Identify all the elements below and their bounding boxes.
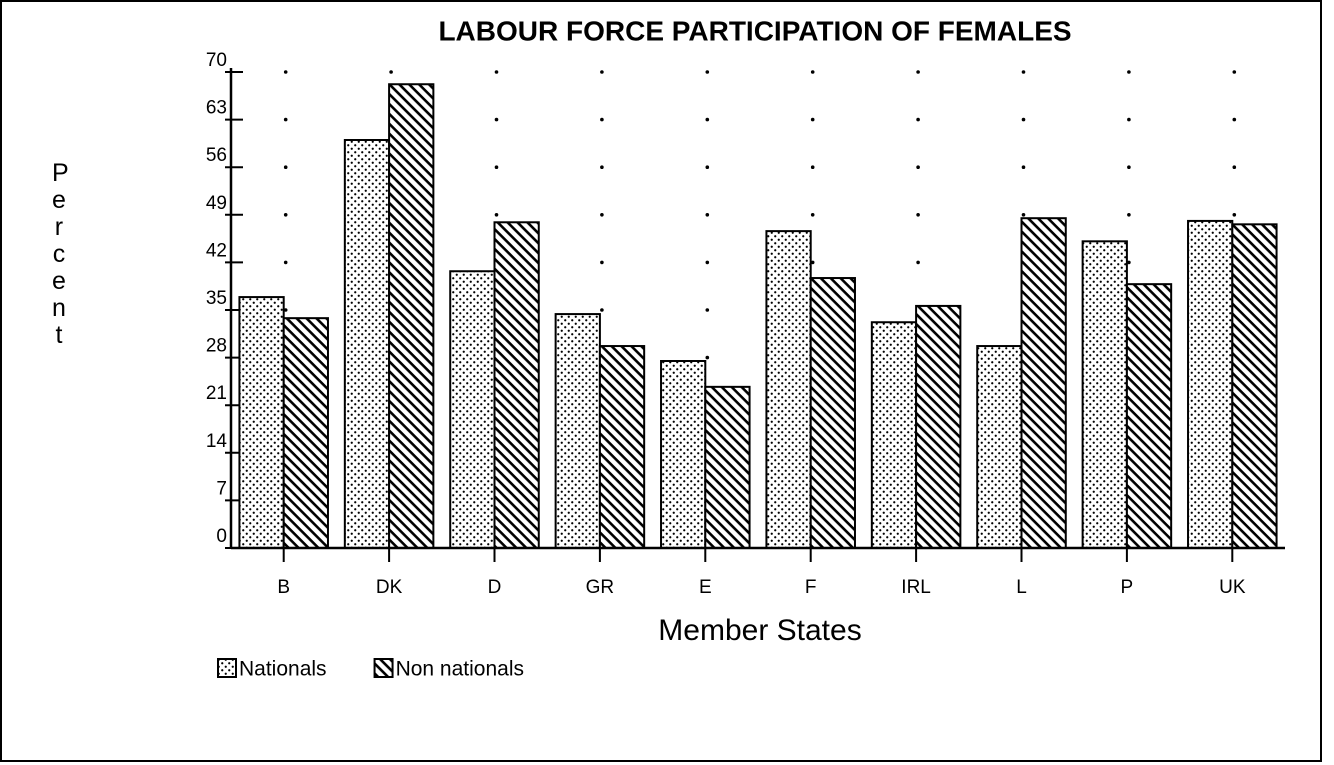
- bar: [388, 83, 435, 550]
- legend-label: Non nationals: [396, 658, 524, 681]
- chart-title: LABOUR FORCE PARTICIPATION OF FEMALES: [438, 15, 1071, 46]
- grid-dot: [1127, 70, 1131, 74]
- bar: [598, 345, 646, 550]
- bar: [554, 313, 601, 549]
- bar: [660, 360, 707, 549]
- y-tick-label: 21: [206, 383, 227, 404]
- x-tick-label: GR: [586, 577, 615, 598]
- bar: [1081, 240, 1128, 549]
- grid-dot: [916, 213, 920, 217]
- grid-dot: [494, 165, 499, 169]
- y-tick-label: 28: [206, 336, 227, 357]
- y-tick-label: 7: [216, 478, 227, 499]
- grid-dot: [1232, 70, 1237, 74]
- x-tick-label: DK: [376, 577, 403, 598]
- y-axis-label: Percent: [52, 159, 69, 349]
- y-tick-label: 35: [206, 288, 227, 309]
- grid-dot: [1127, 117, 1131, 122]
- bar: [343, 139, 391, 549]
- grid-dot: [810, 260, 815, 265]
- grid-dot: [705, 308, 710, 312]
- grid-dot: [916, 165, 920, 169]
- grid-dot: [1021, 165, 1026, 169]
- grid-dot: [810, 165, 815, 169]
- grid-dot: [810, 213, 815, 217]
- x-axis-label: Member States: [658, 614, 861, 647]
- grid-dot: [600, 260, 604, 265]
- grid-dot: [283, 260, 288, 265]
- grid-dot: [1021, 117, 1026, 122]
- grid-dot: [494, 70, 499, 74]
- grid-dot: [600, 213, 604, 217]
- grid-dot: [389, 70, 393, 74]
- y-tick-label: 56: [206, 145, 227, 166]
- grid-dot: [810, 117, 815, 122]
- x-tick-label: B: [277, 577, 290, 598]
- bar: [765, 230, 812, 549]
- grid-dot: [283, 117, 288, 122]
- grid-dot: [705, 355, 710, 360]
- bar: [704, 385, 751, 549]
- grid-dot: [283, 70, 288, 74]
- x-tick-label: P: [1121, 577, 1134, 598]
- grid-dot: [916, 70, 920, 74]
- bar: [976, 345, 1023, 550]
- x-tick-label: IRL: [901, 577, 931, 598]
- x-tick-label: F: [805, 577, 817, 598]
- x-tick-label: D: [488, 577, 502, 598]
- bar: [1020, 217, 1067, 549]
- y-tick-label: 49: [206, 193, 227, 214]
- y-tick-label: 42: [206, 240, 227, 261]
- bar: [282, 317, 329, 549]
- y-tick-label: 14: [206, 431, 228, 452]
- grid-dot: [494, 213, 499, 217]
- grid-dot: [283, 308, 288, 312]
- grid-dot: [810, 70, 815, 74]
- grid-dot: [705, 165, 710, 169]
- y-tick-label: 70: [206, 50, 227, 71]
- bar: [1231, 223, 1278, 549]
- legend-swatch: [217, 658, 237, 678]
- legend-swatch: [373, 658, 394, 678]
- grid-dot: [916, 260, 920, 265]
- grid-dot: [1127, 213, 1131, 217]
- bar: [809, 277, 856, 549]
- bar: [1125, 283, 1173, 549]
- x-tick-label: UK: [1219, 577, 1246, 598]
- grid-dot: [283, 165, 288, 169]
- grid-dot: [1232, 117, 1237, 122]
- grid-dot: [1232, 165, 1237, 169]
- bar: [870, 321, 918, 549]
- grid-dot: [1021, 70, 1026, 74]
- grid-dot: [1127, 260, 1131, 265]
- grid-dot: [916, 117, 920, 122]
- grid-dot: [600, 308, 604, 312]
- grid-dot: [494, 117, 499, 122]
- grid-dot: [705, 70, 710, 74]
- bar: [1187, 219, 1234, 549]
- grid-dot: [705, 260, 710, 265]
- grid-dot: [600, 117, 604, 122]
- grid-dot: [600, 165, 604, 169]
- y-tick-label: 0: [216, 526, 227, 547]
- grid-dot: [1232, 213, 1237, 217]
- x-tick-label: E: [699, 577, 712, 598]
- grid-dot: [600, 70, 604, 74]
- legend-label: Nationals: [239, 658, 327, 681]
- grid-dot: [705, 117, 710, 122]
- y-tick-label: 63: [206, 98, 227, 119]
- grid-dot: [1127, 165, 1131, 169]
- grid-dot: [283, 213, 288, 217]
- bar: [915, 304, 962, 550]
- grid-dot: [705, 213, 710, 217]
- bar: [493, 221, 540, 549]
- grid-dot: [1021, 213, 1026, 217]
- x-tick-label: L: [1016, 577, 1027, 598]
- bar: [238, 296, 285, 549]
- bar: [449, 270, 496, 549]
